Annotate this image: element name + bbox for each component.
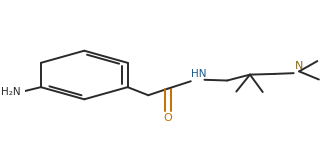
Text: N: N (295, 61, 303, 71)
Text: H₂N: H₂N (1, 87, 20, 97)
Text: HN: HN (191, 69, 207, 79)
Text: O: O (164, 113, 172, 123)
